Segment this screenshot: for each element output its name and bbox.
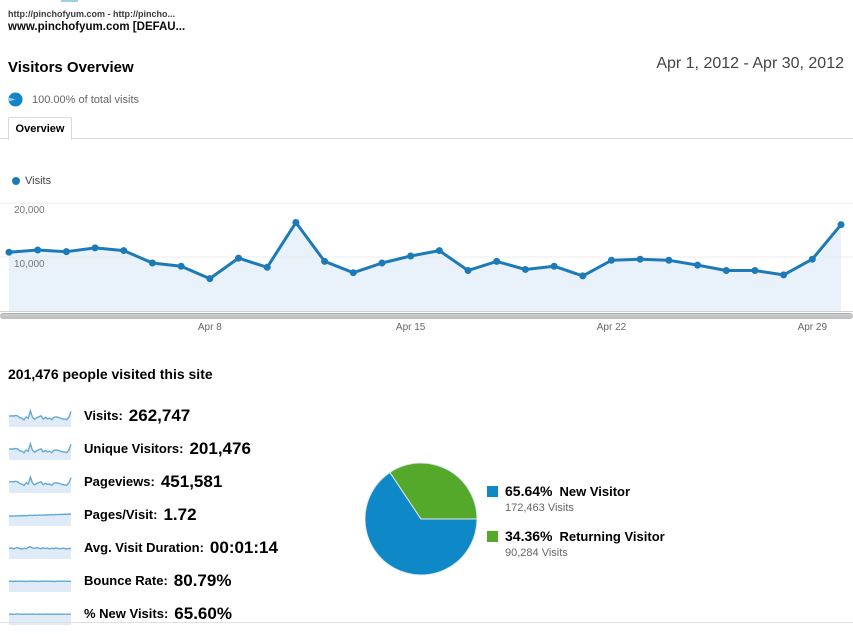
metric-sparkline [8, 474, 72, 493]
timeline-scrollbar[interactable] [0, 313, 853, 319]
pie-legend-row: 34.36% Returning Visitor [487, 528, 665, 544]
metric-row: % New Visits: 65.60% [8, 597, 358, 630]
legend-percentage: 65.64% [505, 483, 553, 499]
metric-value: 1.72 [163, 504, 197, 524]
property-name[interactable]: www.pinchofyum.com [DEFAU... [8, 21, 186, 33]
pie-slice-returning-visitor[interactable] [389, 462, 478, 520]
metric-row: Unique Visitors: 201,476 [8, 432, 358, 465]
pie-legend-entry: 34.36% Returning Visitor 90,284 Visits [487, 528, 665, 559]
metric-label: Avg. Visit Duration: [84, 540, 204, 555]
segment-donut-icon [8, 92, 23, 107]
y-axis-tick: 10,000 [14, 259, 45, 271]
chart-legend: Visits [12, 175, 51, 187]
metric-value: 80.79% [173, 570, 232, 590]
metric-value: 201,476 [189, 438, 251, 458]
metric-value: 65.60% [174, 603, 232, 623]
visitors-headline: 201,476 people visited this site [8, 366, 213, 382]
metric-sparkline [8, 612, 72, 625]
metric-sparkline [8, 440, 72, 460]
metric-label: Bounce Rate: [84, 573, 168, 588]
metric-sparkline [8, 512, 72, 526]
visits-series-dot-icon [12, 177, 20, 185]
legend-swatch-icon [487, 530, 498, 542]
visits-line-chart[interactable] [0, 195, 853, 313]
metric-value: 262,747 [128, 405, 191, 425]
legend-visits-count: 90,284 Visits [505, 547, 568, 559]
cropped-logo-fragment [61, 0, 78, 2]
metric-label: Pages/Visit: [84, 507, 158, 522]
metric-value: 00:01:14 [209, 537, 278, 557]
tab-bar-rule [0, 138, 853, 139]
x-axis-tick: Apr 29 [797, 322, 828, 333]
metric-row: Avg. Visit Duration: 00:01:14 [8, 531, 358, 564]
pie-legend-entry: 65.64% New Visitor 172,463 Visits [487, 483, 665, 514]
x-axis-tick: Apr 15 [395, 322, 426, 333]
metric-label: Unique Visitors: [84, 441, 184, 456]
legend-swatch-icon [487, 485, 498, 497]
metric-value: 451,581 [160, 471, 223, 491]
metrics-list: Visits: 262,747 Unique Visitors: 201,476 Pag… [8, 399, 358, 630]
metric-row: Pageviews: 451,581 [8, 465, 358, 498]
pie-legend-row: 65.64% New Visitor [487, 483, 665, 499]
legend-percentage: 34.36% [505, 528, 553, 544]
metric-label: % New Visits: [84, 606, 169, 621]
y-axis-tick: 20,000 [14, 205, 45, 217]
metric-row: Visits: 262,747 [8, 399, 358, 432]
visits-chart-block: Visits 10,000 20,000 Apr 8 Apr 15 Apr 22 Apr … [0, 165, 853, 340]
tab-overview[interactable]: Overview [8, 117, 72, 140]
metric-row: Bounce Rate: 80.79% [8, 564, 358, 597]
segment-summary: 100.00% of total visits [8, 92, 139, 107]
x-axis-tick: Apr 22 [596, 322, 627, 333]
visitor-type-pie-chart[interactable] [361, 459, 481, 579]
segment-label: 100.00% of total visits [32, 93, 140, 106]
legend-label: New Visitor [559, 483, 631, 499]
x-axis-tick: Apr 8 [197, 322, 222, 333]
legend-visits-count: 172,463 Visits [505, 502, 574, 514]
metric-row: Pages/Visit: 1.72 [8, 498, 358, 531]
account-breadcrumb[interactable]: http://pinchofyum.com - http://pincho... [8, 9, 175, 19]
metric-sparkline [8, 579, 72, 592]
metric-sparkline [8, 545, 72, 559]
date-range-selector[interactable]: Apr 1, 2012 - Apr 30, 2012 [656, 55, 844, 72]
pie-slice-new-visitor[interactable] [364, 471, 478, 576]
pie-legend: 65.64% New Visitor 172,463 Visits 34.36% Ret… [487, 483, 665, 573]
legend-label: Returning Visitor [559, 528, 665, 544]
metric-label: Visits: [84, 408, 123, 423]
page-title: Visitors Overview [8, 59, 134, 76]
visits-series-label: Visits [25, 175, 52, 187]
metric-label: Pageviews: [84, 474, 155, 489]
metric-sparkline [8, 407, 72, 427]
bottom-divider [0, 622, 853, 623]
